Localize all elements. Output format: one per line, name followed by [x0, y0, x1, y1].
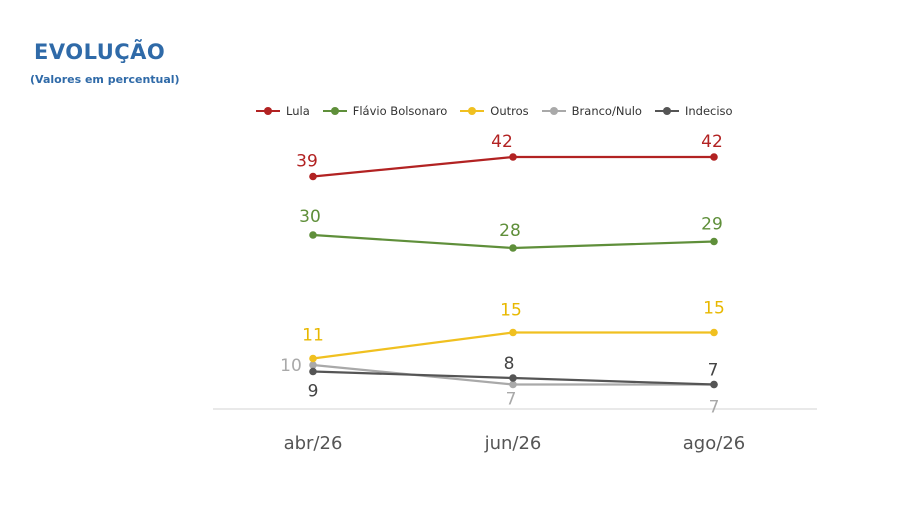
- legend-item-flavio-bolsonaro: Flávio Bolsonaro: [322, 104, 448, 118]
- data-point-indeciso: [509, 374, 517, 382]
- data-point-lula: [710, 153, 718, 161]
- legend-marker-branco-nulo: [541, 106, 566, 116]
- data-point-flavio-bolsonaro: [309, 231, 317, 239]
- legend-item-indeciso: Indeciso: [654, 104, 733, 118]
- data-label-lula: 42: [701, 132, 723, 152]
- data-label-indeciso: 8: [504, 354, 515, 374]
- legend-label-indeciso: Indeciso: [684, 104, 733, 118]
- data-label-outros: 15: [703, 299, 725, 319]
- data-label-lula: 42: [491, 132, 513, 152]
- data-point-outros: [710, 328, 718, 337]
- legend-marker-indeciso: [654, 106, 679, 116]
- data-label-indeciso: 7: [708, 361, 719, 381]
- data-label-indeciso: 9: [308, 382, 319, 402]
- data-point-lula: [509, 153, 517, 161]
- data-label-outros: 11: [302, 326, 324, 346]
- data-point-indeciso: [710, 380, 718, 389]
- legend-item-branco-nulo: Branco/Nulo: [541, 104, 642, 118]
- data-point-outros: [309, 354, 317, 363]
- legend-item-outros: Outros: [460, 104, 529, 118]
- legend-label-lula: Lula: [286, 104, 310, 118]
- data-label-branco-nulo: 7: [709, 398, 720, 418]
- chart-legend: Lula Flávio Bolsonaro Outros Branco/Nulo…: [256, 104, 746, 118]
- legend-label-flavio-bolsonaro: Flávio Bolsonaro: [352, 104, 448, 118]
- legend-item-lula: Lula: [256, 104, 310, 118]
- legend-marker-outros: [460, 106, 485, 116]
- data-point-branco-nulo: [309, 361, 317, 369]
- x-tick-label: abr/26: [284, 433, 343, 454]
- x-tick-label: jun/26: [484, 433, 542, 454]
- data-point-flavio-bolsonaro: [710, 237, 718, 246]
- legend-marker-flavio-bolsonaro: [322, 106, 347, 116]
- legend-label-branco-nulo: Branco/Nulo: [571, 104, 642, 118]
- data-point-branco-nulo: [509, 380, 517, 389]
- page-subtitle: (Valores em percentual): [30, 73, 180, 86]
- page-title: EVOLUÇÃO: [34, 40, 166, 64]
- x-tick-label: ago/26: [683, 433, 745, 454]
- data-label-lula: 39: [296, 152, 318, 172]
- data-point-lula: [309, 172, 317, 181]
- legend-marker-lula: [256, 106, 280, 116]
- data-label-flavio-bolsonaro: 29: [701, 215, 723, 235]
- data-label-branco-nulo: 7: [506, 390, 517, 410]
- data-point-indeciso: [309, 367, 317, 376]
- data-label-outros: 15: [500, 301, 522, 321]
- data-label-branco-nulo: 10: [280, 356, 302, 376]
- data-point-outros: [509, 328, 517, 337]
- data-label-flavio-bolsonaro: 28: [499, 221, 521, 241]
- data-label-flavio-bolsonaro: 30: [299, 207, 321, 227]
- data-point-flavio-bolsonaro: [509, 244, 517, 252]
- legend-label-outros: Outros: [490, 104, 529, 118]
